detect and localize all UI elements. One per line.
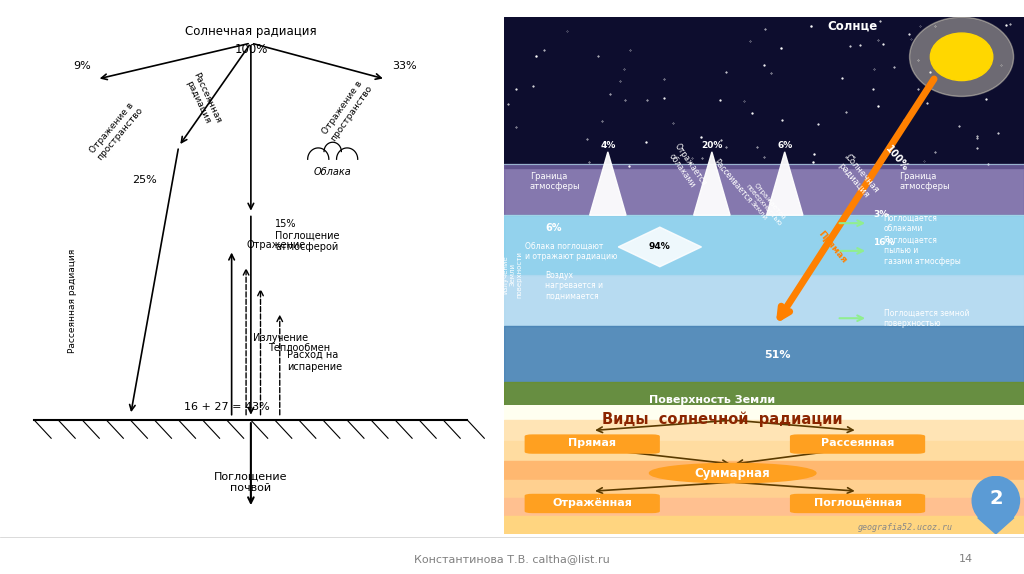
Text: 20%: 20% <box>701 141 723 150</box>
Bar <box>504 17 1024 168</box>
Text: geografia52.ucoz.ru: geografia52.ucoz.ru <box>857 523 952 532</box>
Text: 6%: 6% <box>546 223 562 233</box>
Bar <box>504 420 1024 441</box>
FancyBboxPatch shape <box>790 435 925 453</box>
Text: Отражается
поверхностью
Земли: Отражается поверхностью Земли <box>739 179 788 232</box>
Text: 33%: 33% <box>392 61 417 71</box>
Text: Теплообмен: Теплообмен <box>267 343 330 353</box>
Polygon shape <box>693 152 730 215</box>
Bar <box>504 326 1024 413</box>
Text: Отражается
облаками: Отражается облаками <box>664 142 708 193</box>
FancyBboxPatch shape <box>524 494 659 513</box>
Text: Поглощается
пылью и
газами атмосферы: Поглощается пылью и газами атмосферы <box>884 236 961 266</box>
Polygon shape <box>978 518 1014 534</box>
Text: Суммарная: Суммарная <box>695 467 771 480</box>
Text: 4%: 4% <box>600 141 615 150</box>
Text: 100%: 100% <box>234 43 267 56</box>
Text: Солнечная
радиация: Солнечная радиация <box>835 152 881 201</box>
Text: Отражение в
пространство: Отражение в пространство <box>321 77 374 143</box>
Text: Виды  солнечной  радиации: Виды солнечной радиации <box>602 411 843 426</box>
Text: Рассеянная
радиация: Рассеянная радиация <box>182 71 223 129</box>
Text: Отражение в
пространство: Отражение в пространство <box>87 99 144 162</box>
Text: Граница
атмосферы: Граница атмосферы <box>529 172 581 191</box>
FancyBboxPatch shape <box>524 435 659 453</box>
Text: Рассеянная: Рассеянная <box>821 439 894 448</box>
Bar <box>504 480 1024 498</box>
Ellipse shape <box>649 463 816 483</box>
Text: Поверхность Земли: Поверхность Земли <box>649 395 775 405</box>
Text: Поглощается земной
поверхностью: Поглощается земной поверхностью <box>884 309 969 328</box>
Bar <box>504 515 1024 534</box>
Text: Рассеивается: Рассеивается <box>712 158 754 205</box>
Circle shape <box>972 476 1020 525</box>
Text: Поглощается
облаками: Поглощается облаками <box>884 214 937 233</box>
Text: Солнечная радиация: Солнечная радиация <box>185 25 316 38</box>
Text: Солнце: Солнце <box>827 19 878 32</box>
Bar <box>504 164 1024 215</box>
Text: 15%
Поглощение
атмосферой: 15% Поглощение атмосферой <box>274 219 339 252</box>
Text: 6%: 6% <box>777 141 793 150</box>
Polygon shape <box>767 152 803 215</box>
Text: Расход на
испарение: Расход на испарение <box>287 350 342 371</box>
Text: Константинова Т.В. caltha@list.ru: Константинова Т.В. caltha@list.ru <box>414 554 610 564</box>
Polygon shape <box>590 152 626 215</box>
Bar <box>504 405 1024 420</box>
Text: Поглощение
почвой: Поглощение почвой <box>214 471 288 493</box>
Text: Облака: Облака <box>313 167 351 177</box>
Text: Воздух
нагревается и
поднимается: Воздух нагревается и поднимается <box>546 270 603 300</box>
Text: Прямая: Прямая <box>568 439 616 448</box>
Bar <box>504 441 1024 461</box>
Text: Прямая: Прямая <box>816 229 848 265</box>
Bar <box>504 498 1024 515</box>
Text: Отражённая: Отражённая <box>552 498 632 508</box>
Text: 100%: 100% <box>884 144 910 174</box>
Text: Отражение: Отражение <box>246 239 305 250</box>
Bar <box>504 461 1024 480</box>
Text: 25%: 25% <box>133 174 158 184</box>
Text: 3%: 3% <box>873 210 889 219</box>
Text: 16%: 16% <box>873 238 895 247</box>
Text: Поглощённая: Поглощённая <box>813 498 901 508</box>
Circle shape <box>909 17 1014 96</box>
Text: 14: 14 <box>958 554 973 564</box>
Text: 9%: 9% <box>74 61 91 71</box>
Text: 94%: 94% <box>649 242 671 251</box>
Text: Облака поглощают
и отражают радиацию: Облака поглощают и отражают радиацию <box>524 242 617 261</box>
Text: Граница
атмосферы: Граница атмосферы <box>899 172 950 191</box>
Text: 2: 2 <box>989 488 1002 508</box>
Text: Излучение: Излучение <box>253 332 308 343</box>
Circle shape <box>931 33 993 80</box>
Bar <box>504 382 1024 413</box>
Bar <box>504 215 1024 275</box>
Polygon shape <box>618 227 701 267</box>
FancyBboxPatch shape <box>790 494 925 513</box>
Text: 16 + 27 = 43%: 16 + 27 = 43% <box>184 402 269 412</box>
Text: Длинноволновое
излучение
Земли
поверхности: Длинноволновое излучение Земли поверхнос… <box>496 243 522 306</box>
Bar <box>504 275 1024 326</box>
Text: 51%: 51% <box>764 350 791 360</box>
Text: Рассеянная радиация: Рассеянная радиация <box>69 249 77 354</box>
